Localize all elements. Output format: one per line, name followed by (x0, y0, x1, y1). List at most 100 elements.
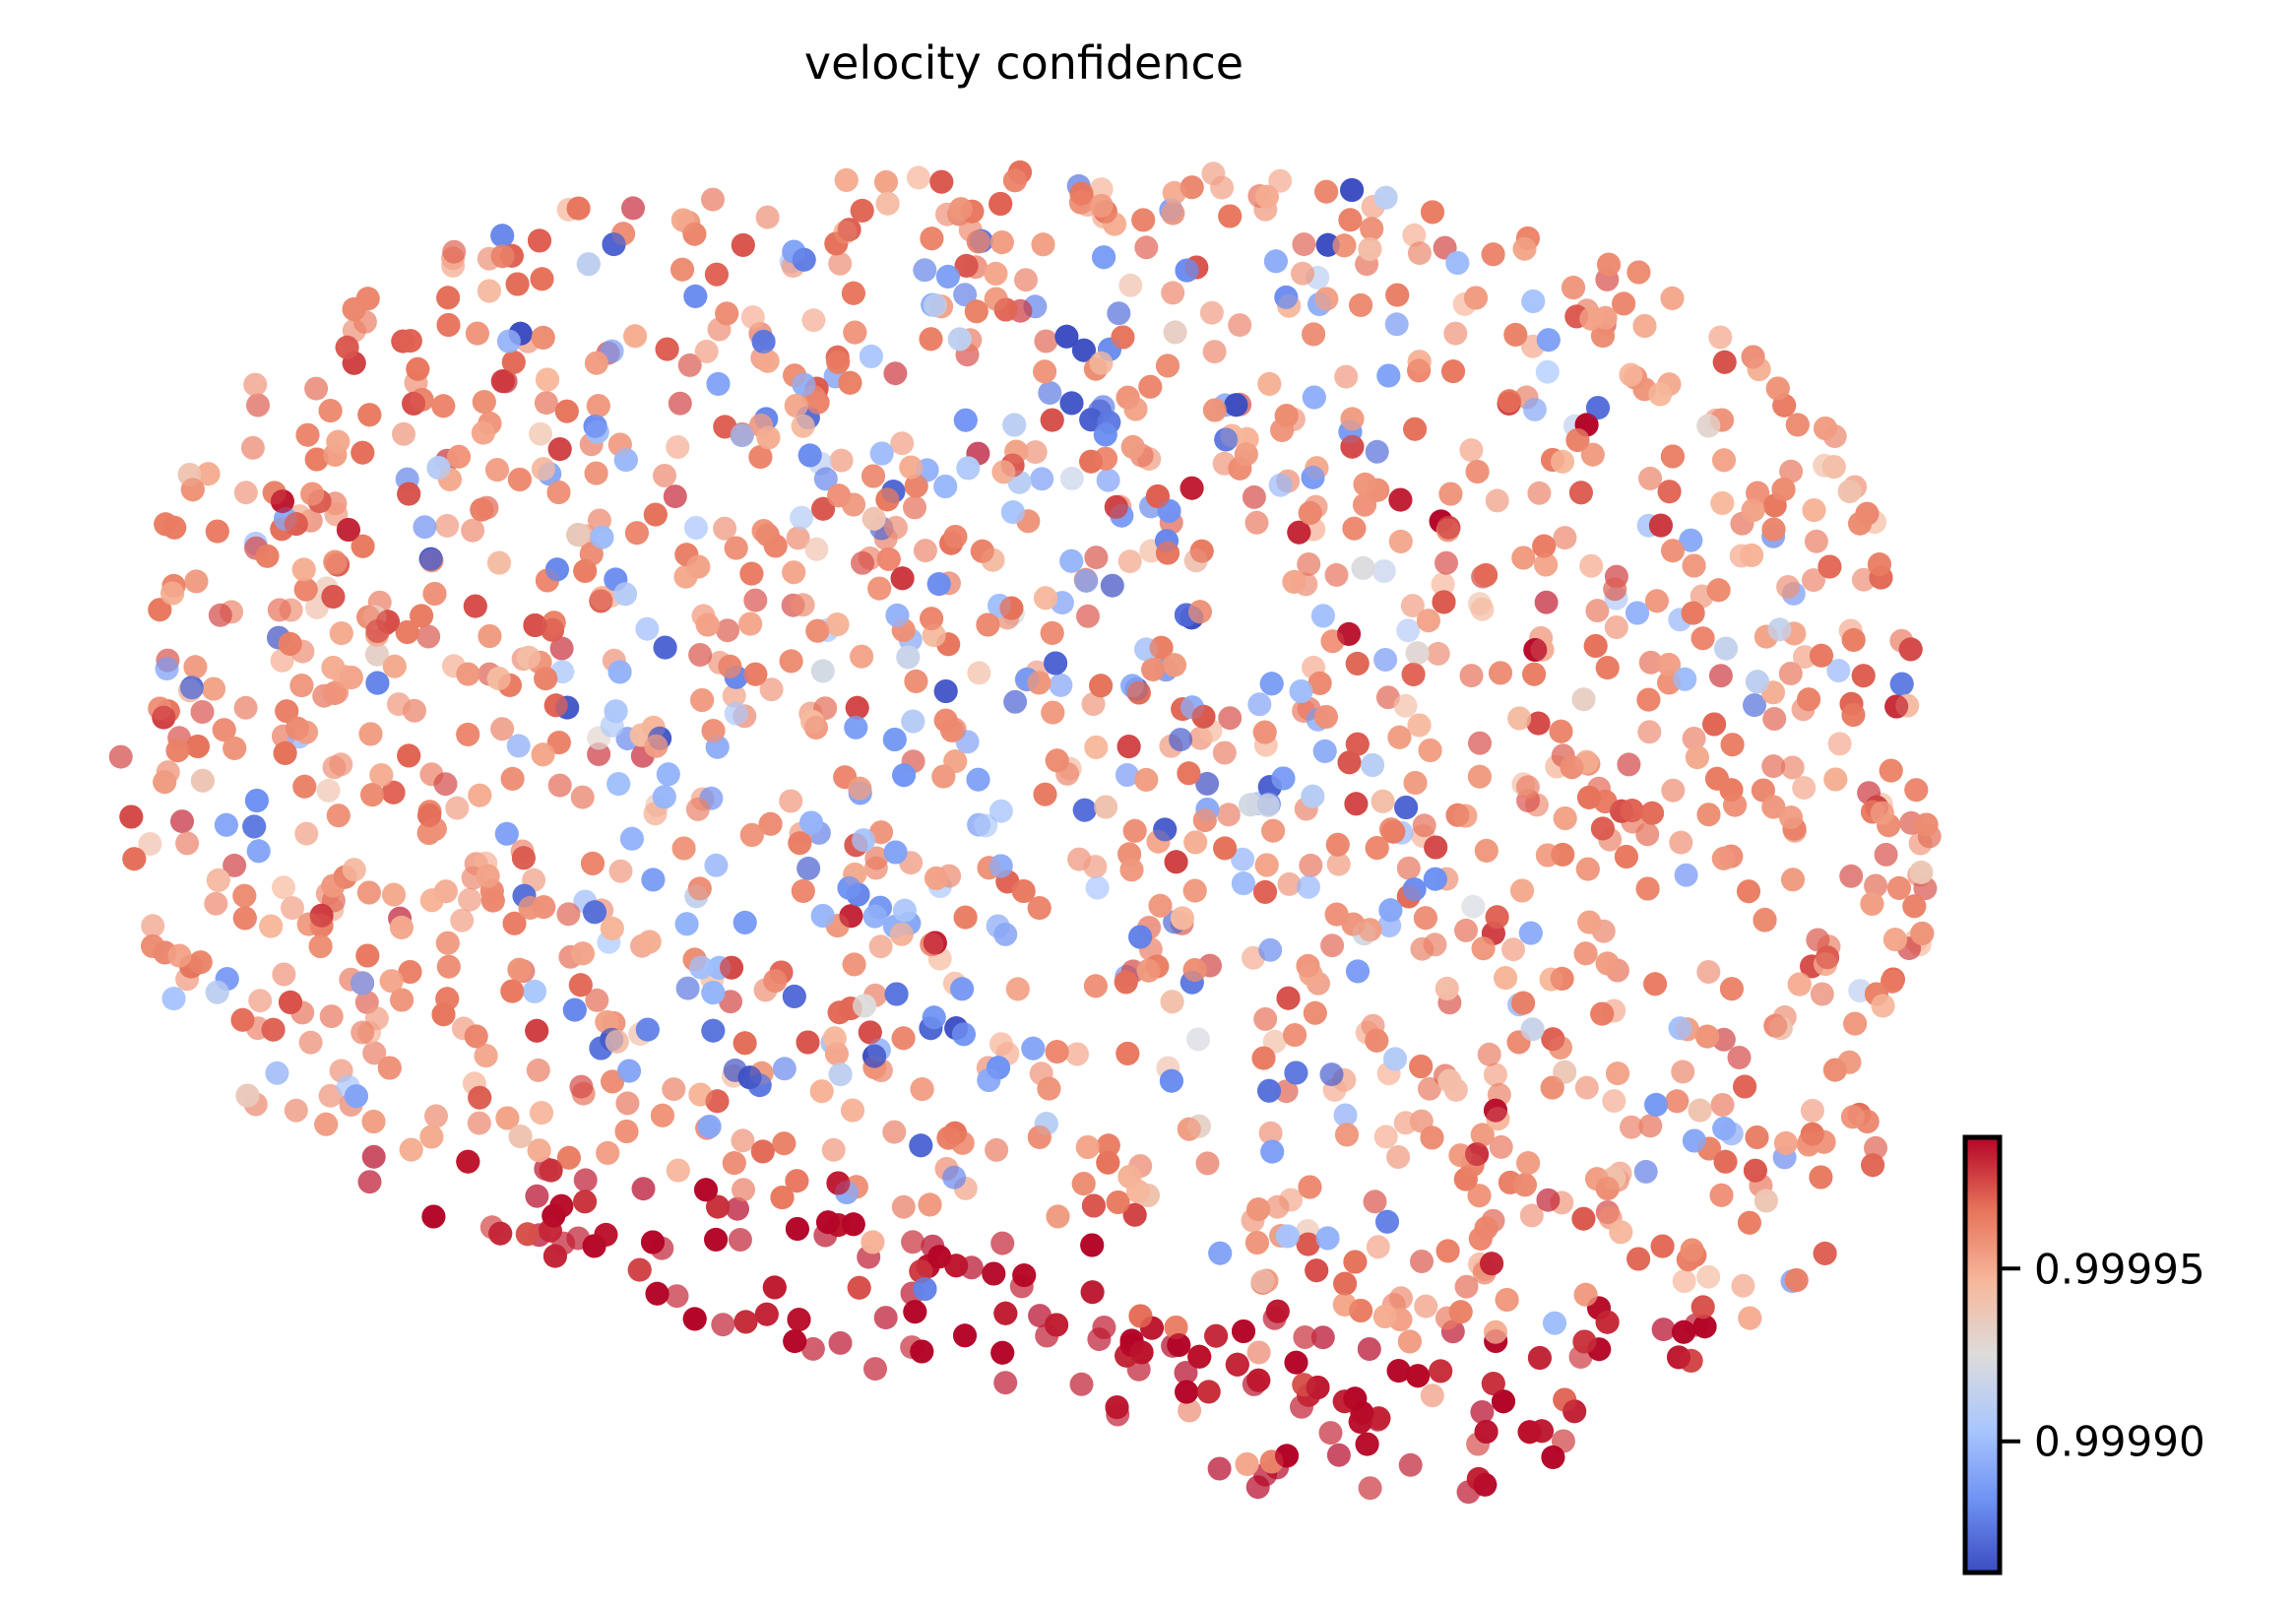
data-point (382, 882, 406, 907)
data-point (344, 1084, 368, 1109)
data-point (923, 931, 947, 955)
data-point (666, 1158, 690, 1183)
data-point (1518, 921, 1543, 945)
data-point (1161, 201, 1185, 225)
data-point (884, 982, 909, 1006)
data-point (967, 661, 991, 685)
data-point (419, 1125, 444, 1149)
data-point (801, 308, 826, 333)
data-point (1765, 376, 1790, 401)
data-point (1827, 732, 1852, 756)
data-point (1218, 706, 1243, 731)
data-point (476, 864, 500, 888)
data-point (183, 655, 208, 679)
data-point (1806, 928, 1830, 952)
data-point (755, 523, 780, 547)
data-point (1696, 960, 1721, 984)
data-point (695, 612, 720, 637)
data-point (987, 1056, 1010, 1080)
data-point (1378, 898, 1403, 923)
data-point (913, 539, 937, 563)
data-point (148, 598, 172, 622)
data-point (1421, 200, 1444, 225)
data-point (1644, 589, 1669, 613)
data-point (943, 525, 968, 548)
data-point (763, 969, 788, 994)
data-point (1231, 871, 1255, 896)
data-point (993, 1371, 1018, 1395)
data-point (1910, 921, 1935, 945)
data-point (758, 811, 783, 836)
data-point (635, 1017, 660, 1042)
data-point (694, 1178, 718, 1202)
data-point (1778, 662, 1803, 685)
data-point (1145, 484, 1170, 508)
data-point (748, 445, 773, 470)
data-point (1626, 260, 1651, 285)
data-point (1485, 488, 1509, 513)
data-point (976, 612, 1000, 637)
data-point (531, 742, 555, 767)
data-point (772, 1057, 797, 1081)
data-point (1495, 1288, 1519, 1312)
data-point (431, 394, 456, 418)
data-point (882, 728, 907, 751)
data-point (1551, 842, 1575, 867)
data-point (1164, 850, 1188, 874)
data-point (1779, 805, 1803, 830)
data-point (948, 197, 973, 222)
data-point (652, 785, 676, 809)
data-point (214, 812, 238, 837)
data-point (416, 624, 441, 649)
data-point (528, 228, 551, 253)
chart-title: velocity confidence (804, 36, 1244, 90)
data-point (1310, 604, 1335, 628)
data-point (1553, 806, 1577, 830)
data-point (515, 1222, 540, 1247)
data-point (1454, 1274, 1479, 1299)
data-point (406, 356, 430, 381)
data-point (436, 286, 461, 310)
data-point (1407, 358, 1432, 383)
data-point (1107, 301, 1131, 326)
data-point (1661, 778, 1686, 803)
data-point (1410, 1250, 1434, 1273)
data-point (883, 361, 908, 386)
data-point (694, 339, 719, 363)
data-point (828, 251, 853, 276)
data-point (1376, 363, 1401, 388)
data-point (841, 281, 865, 305)
data-point (1511, 991, 1536, 1015)
data-point (782, 560, 806, 585)
data-point (468, 783, 492, 807)
data-point (885, 603, 910, 627)
data-point (573, 1190, 598, 1214)
data-point (351, 1020, 375, 1045)
data-point (924, 293, 947, 318)
data-point (1696, 803, 1721, 827)
data-point (1365, 836, 1389, 861)
points-layer (108, 160, 1942, 1505)
data-point (1521, 289, 1546, 313)
data-point (756, 425, 781, 450)
data-point (1648, 382, 1673, 407)
data-point (858, 1020, 882, 1045)
data-point (1761, 754, 1786, 779)
data-point (329, 621, 353, 646)
data-point (617, 1059, 641, 1083)
data-point (205, 980, 229, 1004)
data-point (1620, 799, 1644, 823)
data-point (436, 954, 461, 979)
data-point (687, 876, 712, 901)
data-point (1841, 703, 1866, 727)
data-point (1293, 1325, 1317, 1349)
data-point (1706, 578, 1731, 603)
data-point (458, 887, 482, 912)
data-point (731, 1128, 755, 1153)
data-point (1071, 338, 1096, 362)
data-point (1712, 448, 1736, 473)
data-point (1423, 867, 1447, 891)
data-point (1224, 393, 1248, 418)
data-point (223, 736, 247, 760)
data-point (1418, 739, 1442, 762)
